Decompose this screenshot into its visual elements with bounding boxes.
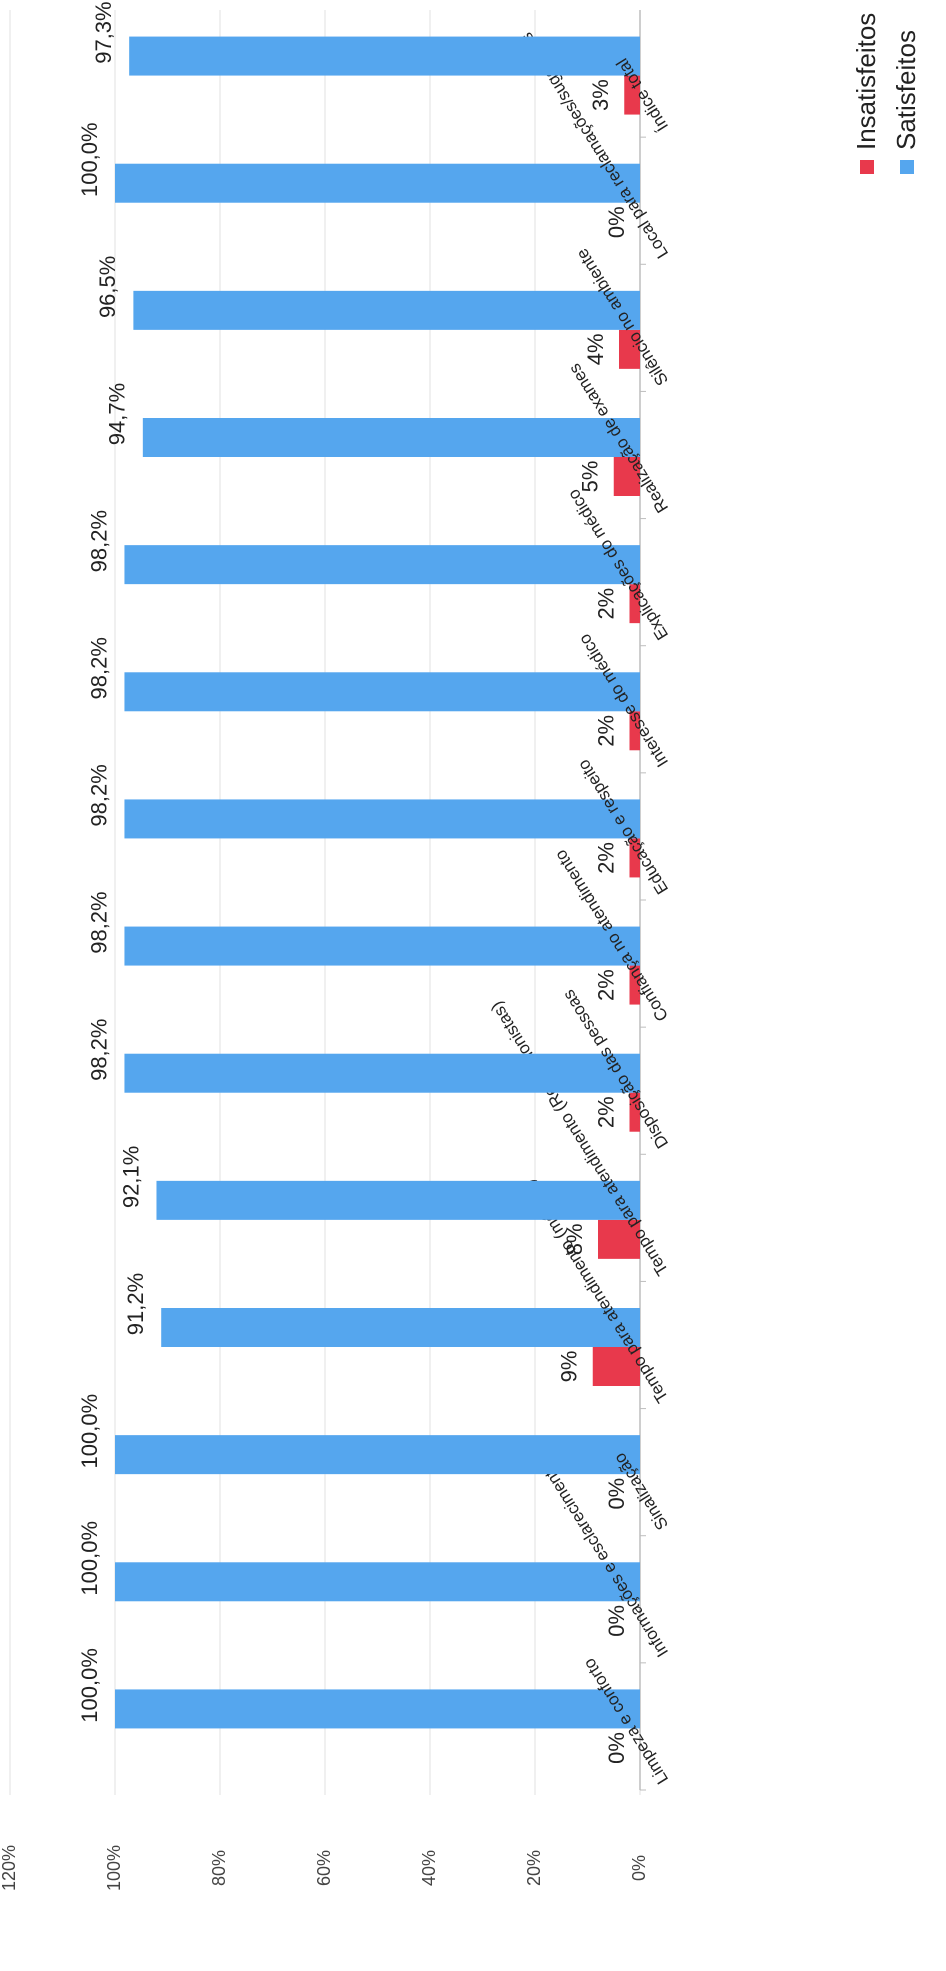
bar-satisfeitos <box>115 1562 640 1602</box>
category-label: Informações e esclarecimentos <box>531 1451 672 1661</box>
bar-satisfeitos <box>124 672 640 712</box>
value-tick-label: 20% <box>524 1850 544 1886</box>
data-label-insatisfeitos: 4% <box>583 333 608 365</box>
bar-insatisfeitos <box>592 1347 640 1386</box>
bar-satisfeitos <box>115 1435 640 1475</box>
data-label-insatisfeitos: 3% <box>588 79 613 111</box>
value-tick-label: 120% <box>0 1845 19 1891</box>
legend-swatch-insatisfeitos <box>860 160 874 174</box>
bar-satisfeitos <box>129 36 641 76</box>
bar-satisfeitos <box>124 926 640 966</box>
bar-insatisfeitos <box>629 711 640 751</box>
value-tick-label: 40% <box>419 1850 439 1886</box>
bar-satisfeitos <box>161 1308 640 1347</box>
bar-satisfeitos <box>156 1180 640 1220</box>
bar-satisfeitos <box>133 290 640 330</box>
data-label-insatisfeitos: 2% <box>593 1096 618 1128</box>
data-label-insatisfeitos: 2% <box>593 969 618 1001</box>
data-label-insatisfeitos: 8% <box>562 1223 587 1255</box>
data-label-satisfeitos: 98,2% <box>86 764 111 826</box>
data-label-insatisfeitos: 0% <box>604 1478 629 1510</box>
legend-label-satisfeitos: Satisfeitos <box>891 30 921 150</box>
bar-insatisfeitos <box>629 1092 640 1132</box>
data-label-insatisfeitos: 2% <box>593 588 618 620</box>
data-label-satisfeitos: 100,0% <box>77 1648 102 1723</box>
bar-insatisfeitos <box>629 838 640 878</box>
data-label-satisfeitos: 92,1% <box>118 1146 143 1208</box>
data-label-satisfeitos: 98,2% <box>86 510 111 572</box>
bar-insatisfeitos <box>613 457 640 496</box>
data-label-insatisfeitos: 0% <box>604 1732 629 1764</box>
bar-insatisfeitos <box>629 584 640 624</box>
value-tick-label: 0% <box>629 1855 649 1881</box>
data-label-satisfeitos: 98,2% <box>86 1019 111 1081</box>
legend-swatch-satisfeitos <box>900 160 914 174</box>
bar-insatisfeitos <box>598 1219 640 1259</box>
data-label-satisfeitos: 91,2% <box>123 1273 148 1335</box>
data-label-satisfeitos: 98,2% <box>86 891 111 953</box>
data-label-satisfeitos: 94,7% <box>105 383 130 445</box>
data-label-insatisfeitos: 9% <box>557 1351 582 1383</box>
data-label-insatisfeitos: 2% <box>593 715 618 747</box>
bar-insatisfeitos <box>624 75 640 115</box>
data-label-insatisfeitos: 0% <box>604 1605 629 1637</box>
bar-satisfeitos <box>124 1053 640 1093</box>
data-label-satisfeitos: 100,0% <box>77 122 102 197</box>
bar-satisfeitos <box>115 163 640 203</box>
bar-satisfeitos <box>115 1689 640 1729</box>
data-label-satisfeitos: 96,5% <box>95 256 120 318</box>
value-tick-label: 100% <box>104 1845 124 1891</box>
bar-insatisfeitos <box>629 965 640 1005</box>
data-label-satisfeitos: 97,3% <box>91 1 116 63</box>
data-label-insatisfeitos: 0% <box>604 206 629 238</box>
legend-label-insatisfeitos: Insatisfeitos <box>851 13 881 150</box>
data-label-insatisfeitos: 5% <box>578 461 603 493</box>
value-tick-label: 80% <box>209 1850 229 1886</box>
bar-insatisfeitos <box>619 329 640 369</box>
data-label-insatisfeitos: 2% <box>593 842 618 874</box>
category-label: Índice total <box>613 55 673 135</box>
data-label-satisfeitos: 100,0% <box>77 1521 102 1596</box>
bar-satisfeitos <box>142 418 640 457</box>
data-label-satisfeitos: 98,2% <box>86 637 111 699</box>
data-label-satisfeitos: 100,0% <box>77 1394 102 1469</box>
bar-satisfeitos <box>124 799 640 839</box>
value-tick-label: 60% <box>314 1850 334 1886</box>
bar-satisfeitos <box>124 545 640 585</box>
